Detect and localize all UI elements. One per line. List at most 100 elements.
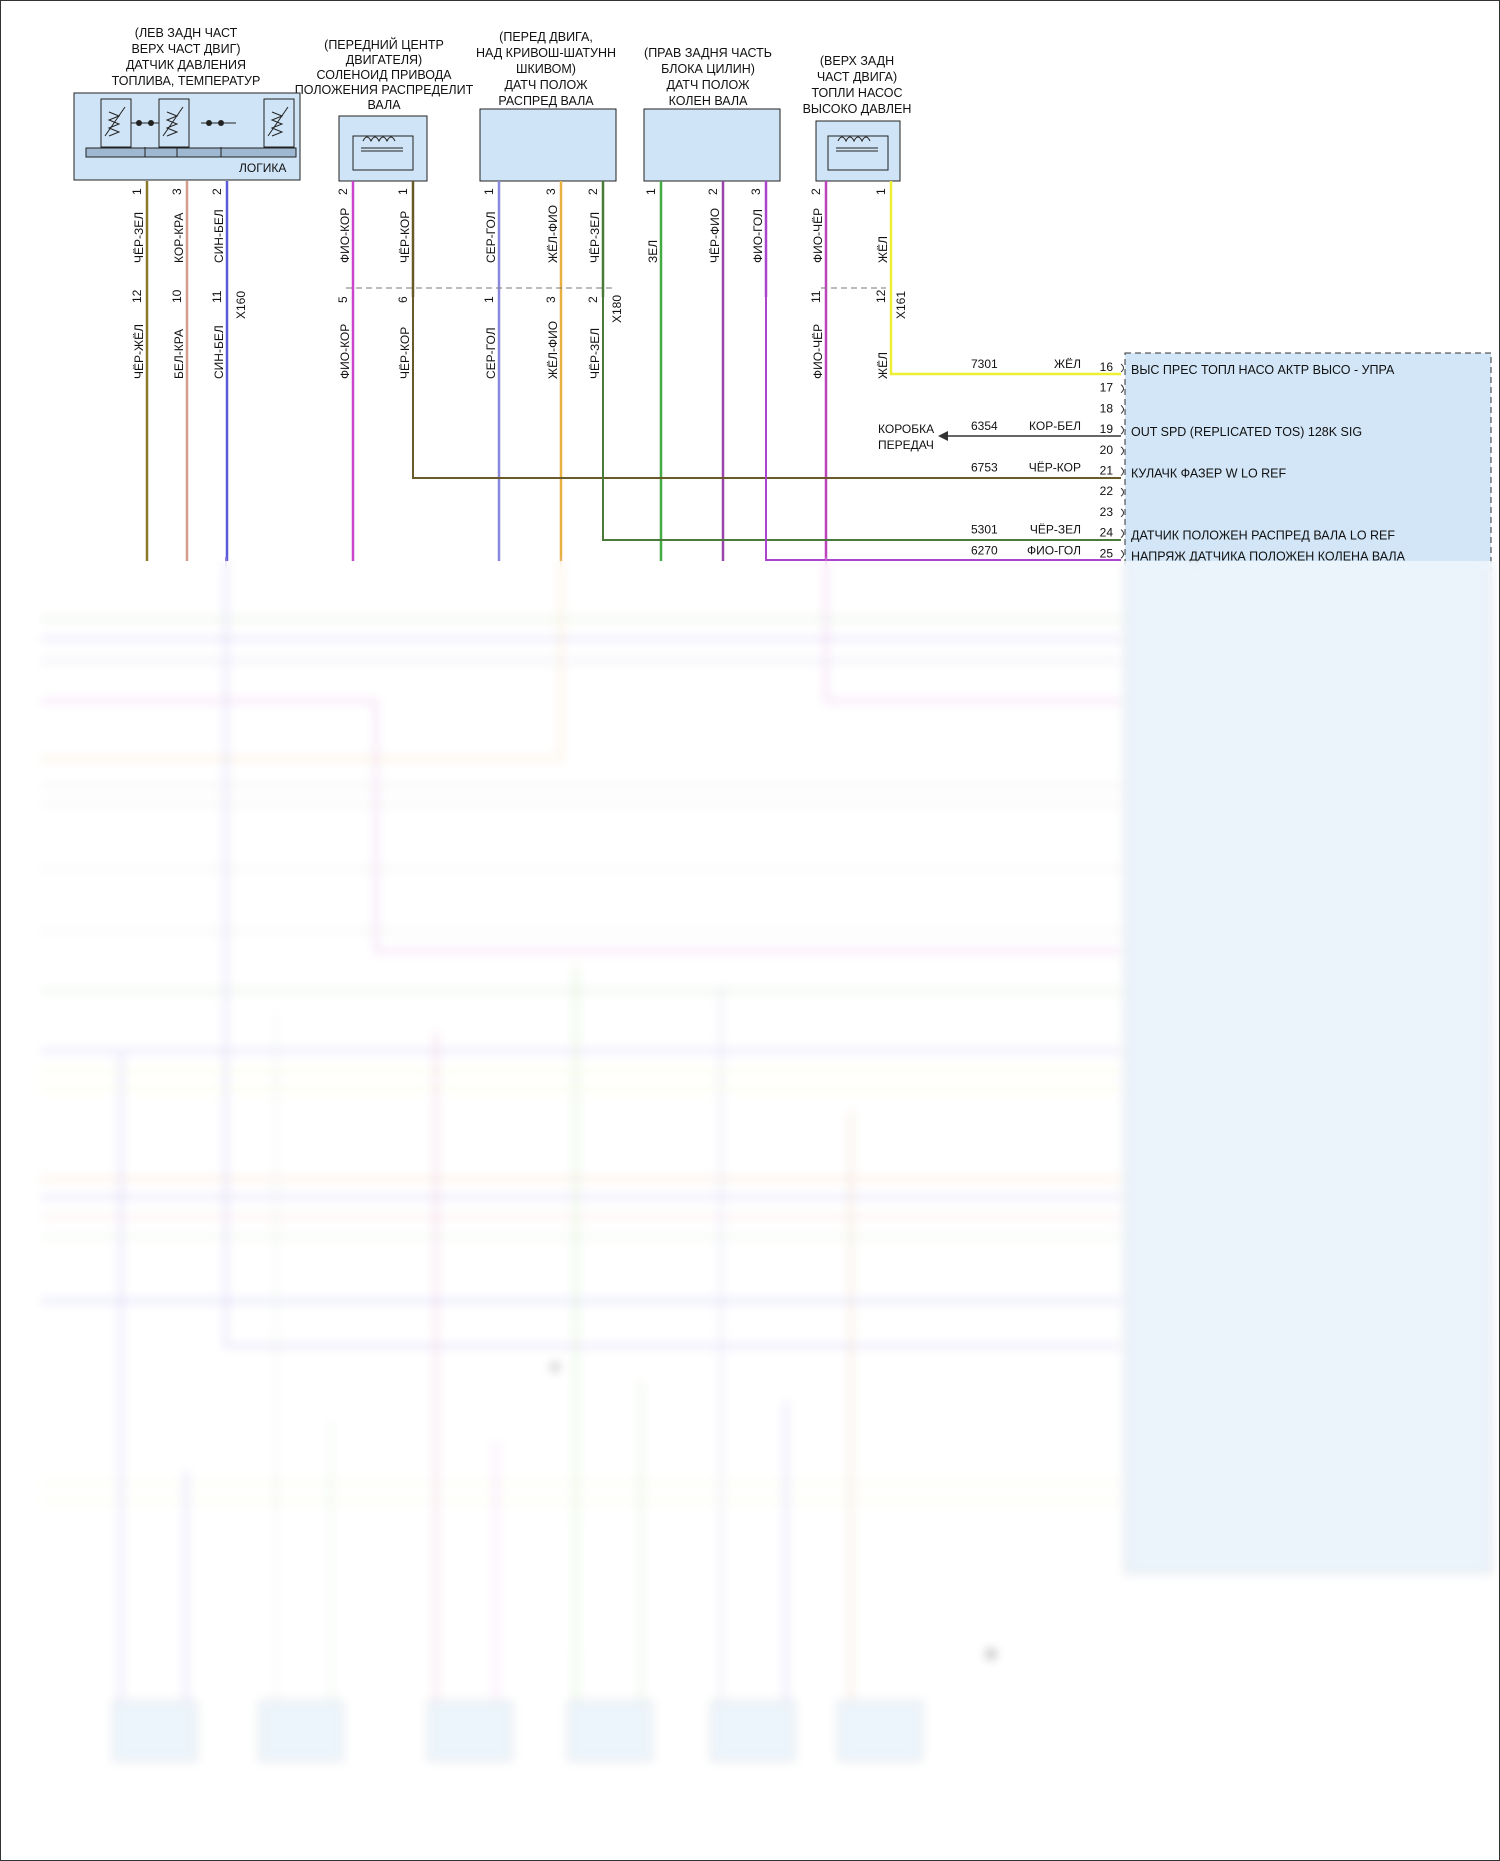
- ecm-circuit-number: 6354: [971, 419, 998, 433]
- wire-color-label: ЗЕЛ: [646, 240, 660, 263]
- component-pin-number: 2: [210, 188, 224, 195]
- connector-pin-number: 11: [809, 290, 823, 303]
- connector-pin-number: 11: [210, 290, 224, 303]
- caption-line: СОЛЕНОИД ПРИВОДА: [316, 68, 452, 82]
- caption-line: ВЫСОКО ДАВЛЕН: [803, 102, 912, 116]
- caption-line: ДАТЧИК ДАВЛЕНИЯ: [126, 58, 246, 72]
- ecm-wire-color: КОР-БЕЛ: [1029, 419, 1081, 433]
- connector-pin-number: 12: [130, 289, 144, 303]
- cam-solenoid-caption: (ПЕРЕДНИЙ ЦЕНТР ДВИГАТЕЛЯ) СОЛЕНОИД ПРИВ…: [295, 37, 474, 112]
- ecm-pin-description: КУЛАЧК ФАЗЕР W LO REF: [1131, 467, 1287, 481]
- caption-line: НАД КРИВОШ-ШАТУНН: [476, 46, 616, 60]
- caption-line: ТОПЛИ НАСОС: [811, 86, 902, 100]
- component-pin-number: 1: [130, 188, 144, 195]
- fuel-sensor-box: ЛОГИКА: [73, 92, 301, 181]
- fuel-sensor-caption: (ЛЕВ ЗАДН ЧАСТ ВЕРХ ЧАСТ ДВИГ) ДАТЧИК ДА…: [112, 26, 261, 88]
- ecm-pin-terminal: [1120, 446, 1124, 456]
- connector-pin-number: 5: [336, 296, 350, 303]
- component-pin-number: 2: [809, 188, 823, 195]
- hp-pump-box: [815, 120, 901, 182]
- ecm-pin-description: ДАТЧИК ПОЛОЖЕН РАСПРЕД ВАЛА LO REF: [1131, 529, 1395, 543]
- ecm-pin-terminal: [1120, 405, 1124, 414]
- wire-color-label: КОР-КРА: [172, 213, 186, 263]
- ecm-pin-terminal: [1120, 549, 1124, 559]
- wire-color-label: ЧЁР-ЗЕЛ: [588, 212, 602, 263]
- wire-color-label: ФИО-КОР: [338, 208, 352, 263]
- ecm-pin-description: OUT SPD (REPLICATED TOS) 128K SIG: [1131, 425, 1362, 439]
- logic-label: ЛОГИКА: [239, 161, 286, 175]
- ecm-pin-number: 22: [1100, 484, 1114, 498]
- crank-sensor-box: [643, 108, 781, 182]
- caption-line: (ВЕРХ ЗАДН: [820, 54, 894, 68]
- wire-color-label: ЧЁР-ЗЕЛ: [132, 212, 146, 263]
- harness-color-label: СИН-БЕЛ: [212, 325, 226, 379]
- component-pin-number: 3: [170, 188, 184, 195]
- wire-color-label: ЖЁЛ-ФИО: [546, 205, 560, 263]
- caption-line: (ПЕРЕДНИЙ ЦЕНТР: [324, 37, 444, 52]
- component-pin-number: 2: [586, 188, 600, 195]
- ecm-pin-number: 25: [1100, 546, 1114, 560]
- ecm-circuit-number: 5301: [971, 523, 998, 537]
- caption-line: РАСПРЕД ВАЛА: [498, 94, 594, 108]
- component-pin-number: 1: [482, 188, 496, 195]
- harness-color-label: БЕЛ-КРА: [172, 329, 186, 379]
- component-pin-number: 1: [874, 188, 888, 195]
- cam-sensor-box: [479, 108, 617, 182]
- ecm-pin-terminal: [1120, 363, 1124, 373]
- ecm-pin-number: 16: [1100, 360, 1114, 374]
- ecm-pin-terminal: [1120, 487, 1124, 497]
- component-pin-number: 3: [544, 188, 558, 195]
- caption-line: ДВИГАТЕЛЯ): [346, 53, 422, 67]
- ecm-pin-number: 17: [1100, 381, 1114, 395]
- connector-pin-number: 6: [396, 296, 410, 303]
- harness-color-label: ФИО-ЧЁР: [811, 324, 825, 379]
- ecm-pin-terminal: [1120, 467, 1124, 476]
- connector-pin-number: 2: [586, 296, 600, 303]
- component-pin-number: 1: [644, 188, 658, 195]
- wire-color-label: ФИО-ГОЛ: [751, 209, 765, 263]
- ecm-circuit-number: 7301: [971, 357, 998, 371]
- ecm-pin-number: 19: [1100, 422, 1114, 436]
- ecm-pin-description: НАПРЯЖ ДАТЧИКА ПОЛОЖЕН КОЛЕНА ВАЛА: [1131, 549, 1406, 563]
- connector-pin-number: 1: [482, 296, 496, 303]
- gearbox-label: КОРОБКА: [878, 422, 934, 436]
- caption-line: ДАТЧ ПОЛОЖ: [666, 78, 749, 92]
- harness-color-label: ЧЁР-ЖЁЛ: [132, 324, 146, 379]
- cam-solenoid-box: [338, 115, 428, 182]
- ecm-pin-terminal: [1120, 529, 1124, 538]
- caption-line: ПОЛОЖЕНИЯ РАСПРЕДЕЛИТ: [295, 83, 474, 97]
- ecm-circuit-number: 6753: [971, 461, 998, 475]
- component-pin-number: 2: [706, 188, 720, 195]
- wire-color-label: ЧЁР-ФИО: [708, 208, 722, 263]
- caption-line: ВЕРХ ЧАСТ ДВИГ): [131, 42, 240, 56]
- component-pin-number: 2: [336, 188, 350, 195]
- connector-x161-label: X161: [894, 291, 908, 319]
- component-pin-number: 3: [749, 188, 763, 195]
- connector-pin-number: 10: [170, 289, 184, 303]
- cam-sensor-caption: (ПЕРЕД ДВИГА, НАД КРИВОШ-ШАТУНН ШКИВОМ) …: [476, 30, 616, 108]
- wire-color-label: СЕР-ГОЛ: [484, 211, 498, 263]
- caption-line: ТОПЛИВА, ТЕМПЕРАТУР: [112, 74, 261, 88]
- caption-line: (ПЕРЕД ДВИГА,: [499, 30, 593, 44]
- harness-color-label: ЧЁР-ЗЕЛ: [588, 328, 602, 379]
- ecm-wire-color: ЧЁР-КОР: [1029, 461, 1081, 475]
- harness-color-label: ЖЁЛ-ФИО: [546, 321, 560, 379]
- ecm-pin-number: 18: [1100, 401, 1114, 415]
- wire-color-label: СИН-БЕЛ: [212, 209, 226, 263]
- harness-color-label: ЖЁЛ: [876, 352, 890, 379]
- crank-sensor-caption: (ПРАВ ЗАДНЯ ЧАСТЬ БЛОКА ЦИЛИН) ДАТЧ ПОЛО…: [644, 46, 772, 108]
- wire-color-label: ФИО-ЧЁР: [811, 208, 825, 263]
- caption-line: КОЛЕН ВАЛА: [669, 94, 749, 108]
- connector-x160-label: X160: [234, 291, 248, 319]
- component-pin-number: 1: [396, 188, 410, 195]
- caption-line: ШКИВОМ): [516, 62, 576, 76]
- harness-color-label: ФИО-КОР: [338, 324, 352, 379]
- caption-line: ВАЛА: [367, 98, 401, 112]
- ecm-pin-terminal: [1120, 508, 1124, 518]
- harness-color-label: ЧЁР-КОР: [398, 327, 412, 379]
- blurred-lower-region: [1, 561, 1499, 1860]
- caption-line: (ПРАВ ЗАДНЯ ЧАСТЬ: [644, 46, 772, 60]
- wire-group: 1ЧЁР-ЗЕЛ12ЧЁР-ЖЁЛ3КОР-КРА10БЕЛ-КРА2СИН-Б…: [130, 181, 893, 561]
- ecm-circuit-number: 6270: [971, 543, 998, 557]
- ecm-pin-number: 24: [1100, 526, 1114, 540]
